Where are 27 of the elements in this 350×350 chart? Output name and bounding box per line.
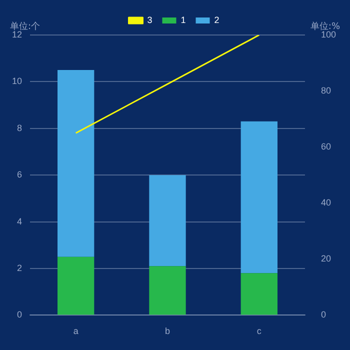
x-tick-label: c	[256, 326, 262, 336]
y-tick-label: 2	[16, 262, 22, 273]
legend-label: 2	[214, 14, 220, 25]
y-axis-title: 单位:个	[10, 20, 40, 32]
y2-tick-label: 100	[320, 29, 336, 40]
y2-tick-label: 0	[320, 310, 326, 320]
y2-tick-label: 20	[320, 254, 331, 264]
y-tick-label: 0	[16, 310, 22, 320]
bar	[240, 273, 278, 315]
y2-axis-title: 单位:%	[310, 20, 340, 32]
bar	[149, 266, 186, 315]
y-tick-label: 10	[12, 76, 22, 86]
x-tick-label: b	[164, 326, 170, 336]
y-tick-label: 12	[12, 29, 22, 40]
x-tick-label: a	[73, 326, 78, 336]
legend-label: 1	[180, 14, 186, 25]
bar	[58, 70, 94, 257]
bar	[240, 121, 278, 274]
legend-label: 3	[147, 14, 152, 25]
y2-tick-label: 80	[320, 86, 331, 96]
y-tick-label: 8	[16, 122, 22, 133]
y2-tick-label: 40	[320, 198, 331, 208]
y2-tick-label: 60	[320, 142, 331, 152]
y-tick-label: 4	[16, 216, 22, 226]
y-tick-label: 6	[16, 170, 22, 180]
bar	[149, 175, 186, 266]
bar	[58, 256, 94, 315]
